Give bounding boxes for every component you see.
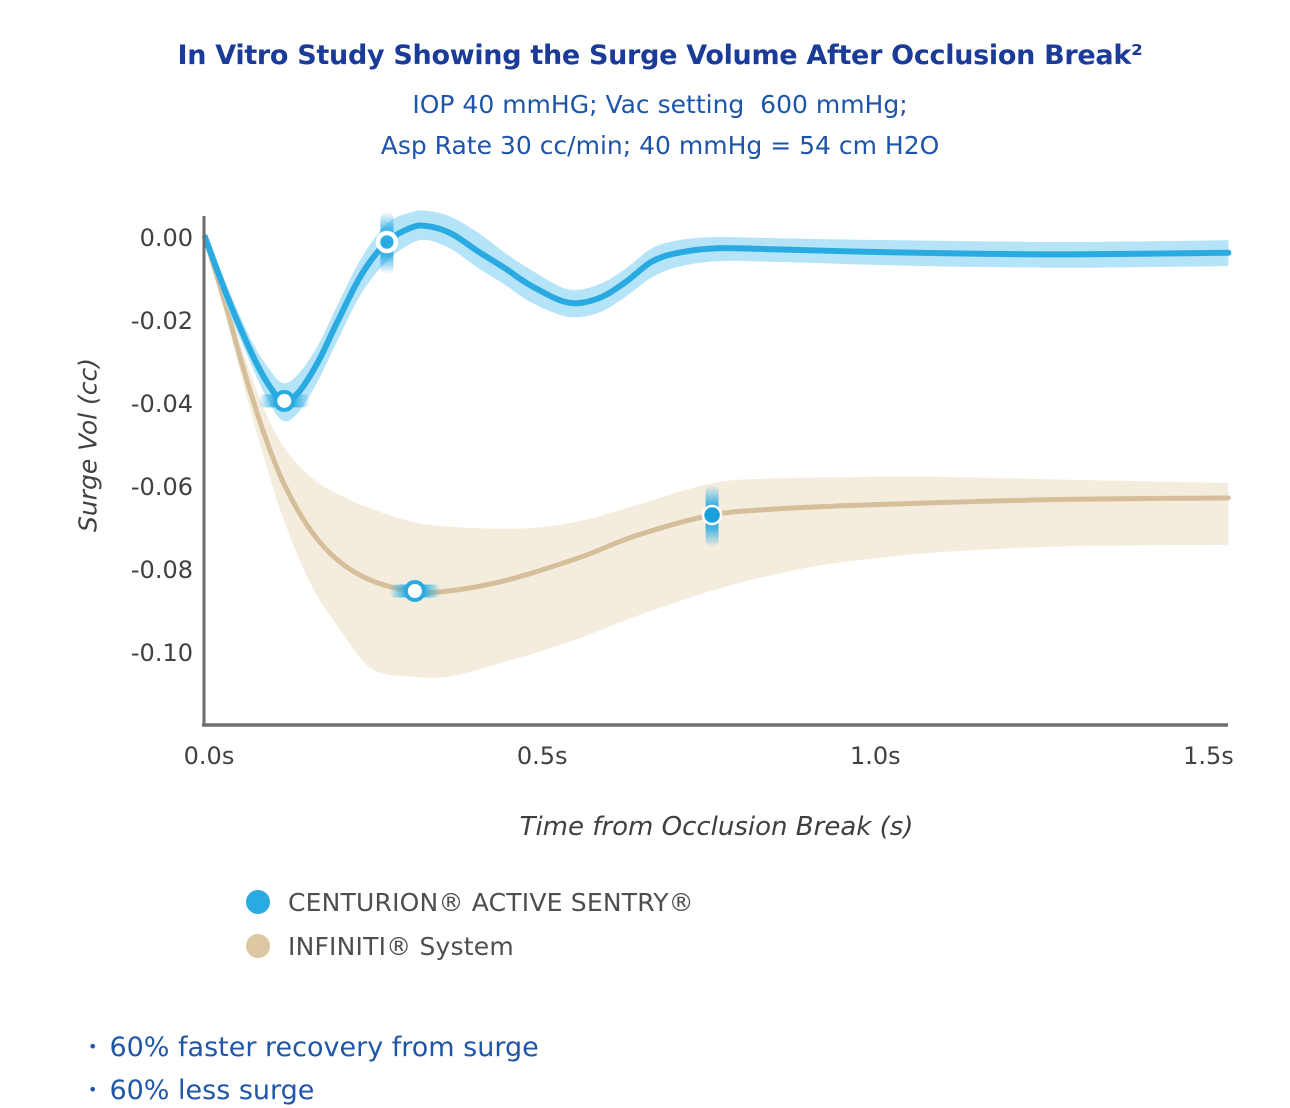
y-tick-label: -0.06 (131, 473, 193, 501)
chart-subtitle-line1: IOP 40 mmHG; Vac setting 600 mmHg; (412, 90, 908, 119)
series-centurion (202, 210, 1232, 422)
series-infiniti (202, 234, 1231, 678)
bullet-icon: • (88, 1080, 98, 1099)
x-axis-title: Time from Occlusion Break (s) (519, 812, 914, 842)
markers-centurion (258, 211, 399, 412)
x-tick-label: 1.0s (850, 742, 901, 770)
x-tick-label: 0.5s (517, 742, 568, 770)
bullet-icon: • (88, 1037, 98, 1056)
marker-glow (380, 211, 394, 274)
finding-recovery: • 60% faster recovery from surge (88, 1028, 539, 1071)
y-tick-label: 0.00 (140, 224, 193, 252)
finding-recovery-text: 60% faster recovery from surge (109, 1032, 539, 1063)
confidence-band (205, 210, 1229, 422)
centurion-series-swatch-icon (246, 890, 270, 914)
key-findings: • 60% faster recovery from surge • 60% l… (88, 1028, 539, 1108)
legend-item-centurion: CENTURION® ACTIVE SENTRY® (246, 880, 694, 924)
chart-title: In Vitro Study Showing the Surge Volume … (177, 40, 1143, 71)
data-point-marker (375, 230, 399, 254)
legend-label-infiniti: INFINITI® System (288, 931, 514, 961)
infiniti-series-swatch-icon (246, 934, 270, 958)
finding-less-surge: • 60% less surge (88, 1071, 539, 1108)
legend-label-centurion: CENTURION® ACTIVE SENTRY® (288, 887, 694, 917)
legend: CENTURION® ACTIVE SENTRY® INFINITI® Syst… (246, 880, 694, 968)
y-tick-label: -0.04 (131, 390, 193, 418)
markers-infiniti (388, 485, 723, 602)
y-tick-label: -0.02 (131, 307, 193, 335)
series-line (202, 234, 1231, 596)
legend-item-infiniti: INFINITI® System (246, 924, 694, 968)
data-point-marker (273, 389, 296, 412)
finding-less-surge-text: 60% less surge (109, 1075, 315, 1106)
y-tick-label: -0.08 (131, 556, 193, 584)
y-tick-label: -0.10 (131, 639, 193, 667)
data-point-marker (701, 504, 723, 526)
confidence-band (205, 237, 1229, 678)
x-tick-label: 1.5s (1183, 742, 1234, 770)
y-axis-title: Surge Vol (cc) (73, 357, 103, 533)
chart-subtitle-line2: Asp Rate 30 cc/min; 40 mmHg = 54 cm H2O (380, 131, 940, 160)
tick-labels: 0.00 -0.02 -0.04 -0.06 -0.08 -0.10 0.0s 0.5s 1.0… (131, 224, 1234, 770)
x-tick-label: 0.0s (184, 742, 235, 770)
data-point-marker (403, 579, 426, 602)
